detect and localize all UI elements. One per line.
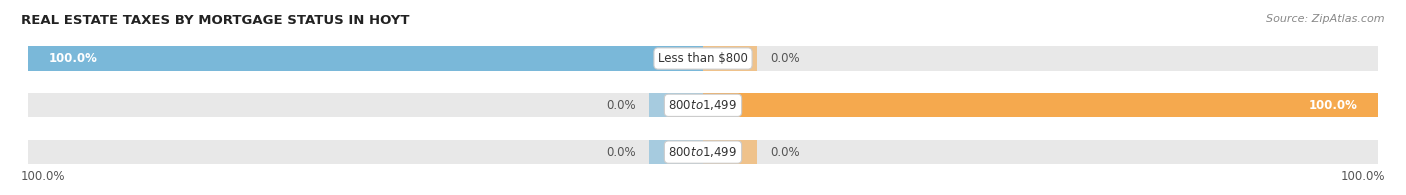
Bar bbox=[28, 140, 1378, 164]
Bar bbox=[650, 140, 703, 164]
Text: 0.0%: 0.0% bbox=[770, 52, 800, 65]
Text: 0.0%: 0.0% bbox=[606, 99, 636, 112]
Text: 100.0%: 100.0% bbox=[1340, 170, 1385, 183]
Text: REAL ESTATE TAXES BY MORTGAGE STATUS IN HOYT: REAL ESTATE TAXES BY MORTGAGE STATUS IN … bbox=[21, 14, 409, 27]
Bar bbox=[28, 93, 1378, 117]
Text: $800 to $1,499: $800 to $1,499 bbox=[668, 145, 738, 159]
Bar bbox=[703, 46, 756, 71]
Text: Less than $800: Less than $800 bbox=[658, 52, 748, 65]
Text: $800 to $1,499: $800 to $1,499 bbox=[668, 98, 738, 112]
Bar bbox=[703, 140, 756, 164]
Text: 100.0%: 100.0% bbox=[1309, 99, 1358, 112]
Text: 100.0%: 100.0% bbox=[21, 170, 66, 183]
Text: Source: ZipAtlas.com: Source: ZipAtlas.com bbox=[1267, 14, 1385, 24]
Text: 0.0%: 0.0% bbox=[770, 146, 800, 159]
Bar bbox=[28, 46, 1378, 71]
Bar bbox=[650, 93, 703, 117]
Bar bbox=[703, 93, 1378, 117]
Text: 0.0%: 0.0% bbox=[606, 146, 636, 159]
Text: 100.0%: 100.0% bbox=[48, 52, 97, 65]
Bar bbox=[28, 46, 703, 71]
